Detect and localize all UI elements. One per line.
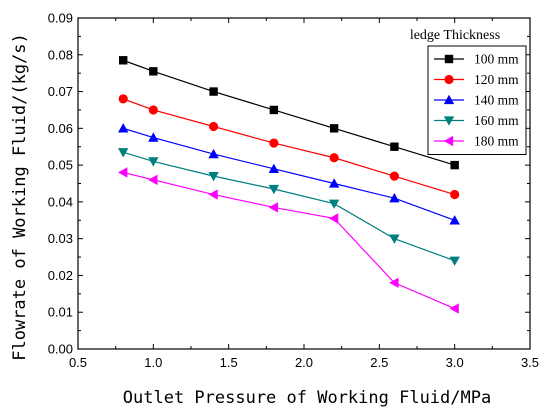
series-line: [122, 98, 455, 196]
data-point: [328, 213, 339, 224]
series-3: [118, 148, 460, 266]
data-point: [269, 105, 279, 115]
legend-title: ledge Thickness: [410, 28, 500, 43]
series-line: [123, 127, 455, 221]
data-point: [449, 215, 460, 225]
legend-marker: [443, 94, 455, 105]
series-line: [122, 59, 455, 166]
data-point: [389, 171, 399, 181]
data-point: [148, 157, 159, 167]
data-point: [268, 202, 279, 213]
legend-label: 140 mm: [474, 93, 519, 108]
data-point: [389, 234, 400, 244]
x-tick-label: 3.0: [446, 355, 464, 370]
legend-item: 180 mm: [434, 134, 519, 149]
series-group: [118, 56, 460, 314]
data-point: [118, 167, 128, 178]
data-point: [148, 132, 159, 142]
legend-marker: [443, 116, 455, 126]
data-point: [390, 142, 399, 151]
legend-label: 100 mm: [474, 52, 519, 67]
data-point: [328, 178, 340, 188]
legend-marker: [443, 135, 454, 147]
legend: ledge Thickness 100 mm 120 mm 140 mm 160 mm 1…: [410, 28, 527, 155]
data-point: [450, 160, 459, 170]
data-point: [268, 163, 280, 173]
data-point: [449, 256, 460, 266]
series-4: [118, 167, 459, 314]
legend-item: 100 mm: [434, 52, 519, 67]
data-point: [449, 303, 459, 314]
series-0: [119, 56, 459, 170]
y-tick-label: 0.07: [48, 84, 73, 99]
data-point: [208, 189, 218, 200]
series-line: [123, 151, 455, 262]
data-point: [149, 67, 158, 76]
data-point: [119, 56, 128, 65]
legend-item: 120 mm: [434, 72, 519, 87]
legend-label: 160 mm: [474, 113, 519, 128]
y-tick-label: 0.08: [48, 47, 73, 62]
legend-marker: [444, 54, 454, 64]
legend-label: 180 mm: [474, 134, 519, 149]
x-tick-label: 1.5: [220, 355, 238, 370]
data-point: [118, 148, 129, 158]
series-2: [118, 123, 460, 225]
y-tick-label: 0.01: [48, 305, 73, 320]
data-point: [209, 87, 218, 96]
y-tick-label: 0.00: [48, 342, 73, 357]
data-point: [389, 277, 399, 288]
y-axis-title: Flowrate of Working Fluid/(kg/s): [10, 33, 30, 361]
y-tick-label: 0.04: [48, 194, 73, 209]
data-point: [329, 153, 339, 163]
data-point: [208, 148, 219, 159]
y-tick-label: 0.05: [48, 158, 73, 173]
data-point: [118, 94, 128, 104]
data-point: [450, 189, 460, 200]
data-point: [148, 105, 158, 115]
legend-marker: [444, 74, 454, 85]
series-1: [118, 94, 460, 200]
data-point: [328, 199, 340, 209]
y-tick-label: 0.02: [48, 268, 73, 283]
x-tick-label: 3.5: [521, 355, 539, 370]
x-axis-title: Outlet Pressure of Working Fluid/MPa: [123, 388, 491, 408]
data-point: [389, 193, 400, 203]
x-tick-label: 0.5: [69, 355, 87, 370]
y-tick-label: 0.06: [48, 121, 73, 136]
legend-item: 140 mm: [434, 93, 519, 108]
data-point: [148, 174, 158, 186]
x-tick-label: 1.0: [144, 355, 162, 370]
legend-item: 160 mm: [434, 113, 519, 128]
data-point: [118, 123, 129, 133]
legend-label: 120 mm: [474, 72, 519, 87]
y-tick-label: 0.09: [48, 11, 73, 26]
axes: 0.5 1.0 1.5 2.0 2.5 3.0 3.5 0.00 0.01 0.02 0.03 0.0…: [48, 11, 539, 371]
data-point: [209, 121, 219, 132]
data-point: [208, 171, 219, 182]
data-point: [268, 184, 280, 195]
y-tick-label: 0.03: [48, 231, 73, 246]
data-point: [269, 138, 279, 148]
data-point: [329, 124, 339, 133]
x-tick-label: 2.5: [370, 355, 388, 370]
x-tick-label: 2.0: [295, 355, 313, 370]
